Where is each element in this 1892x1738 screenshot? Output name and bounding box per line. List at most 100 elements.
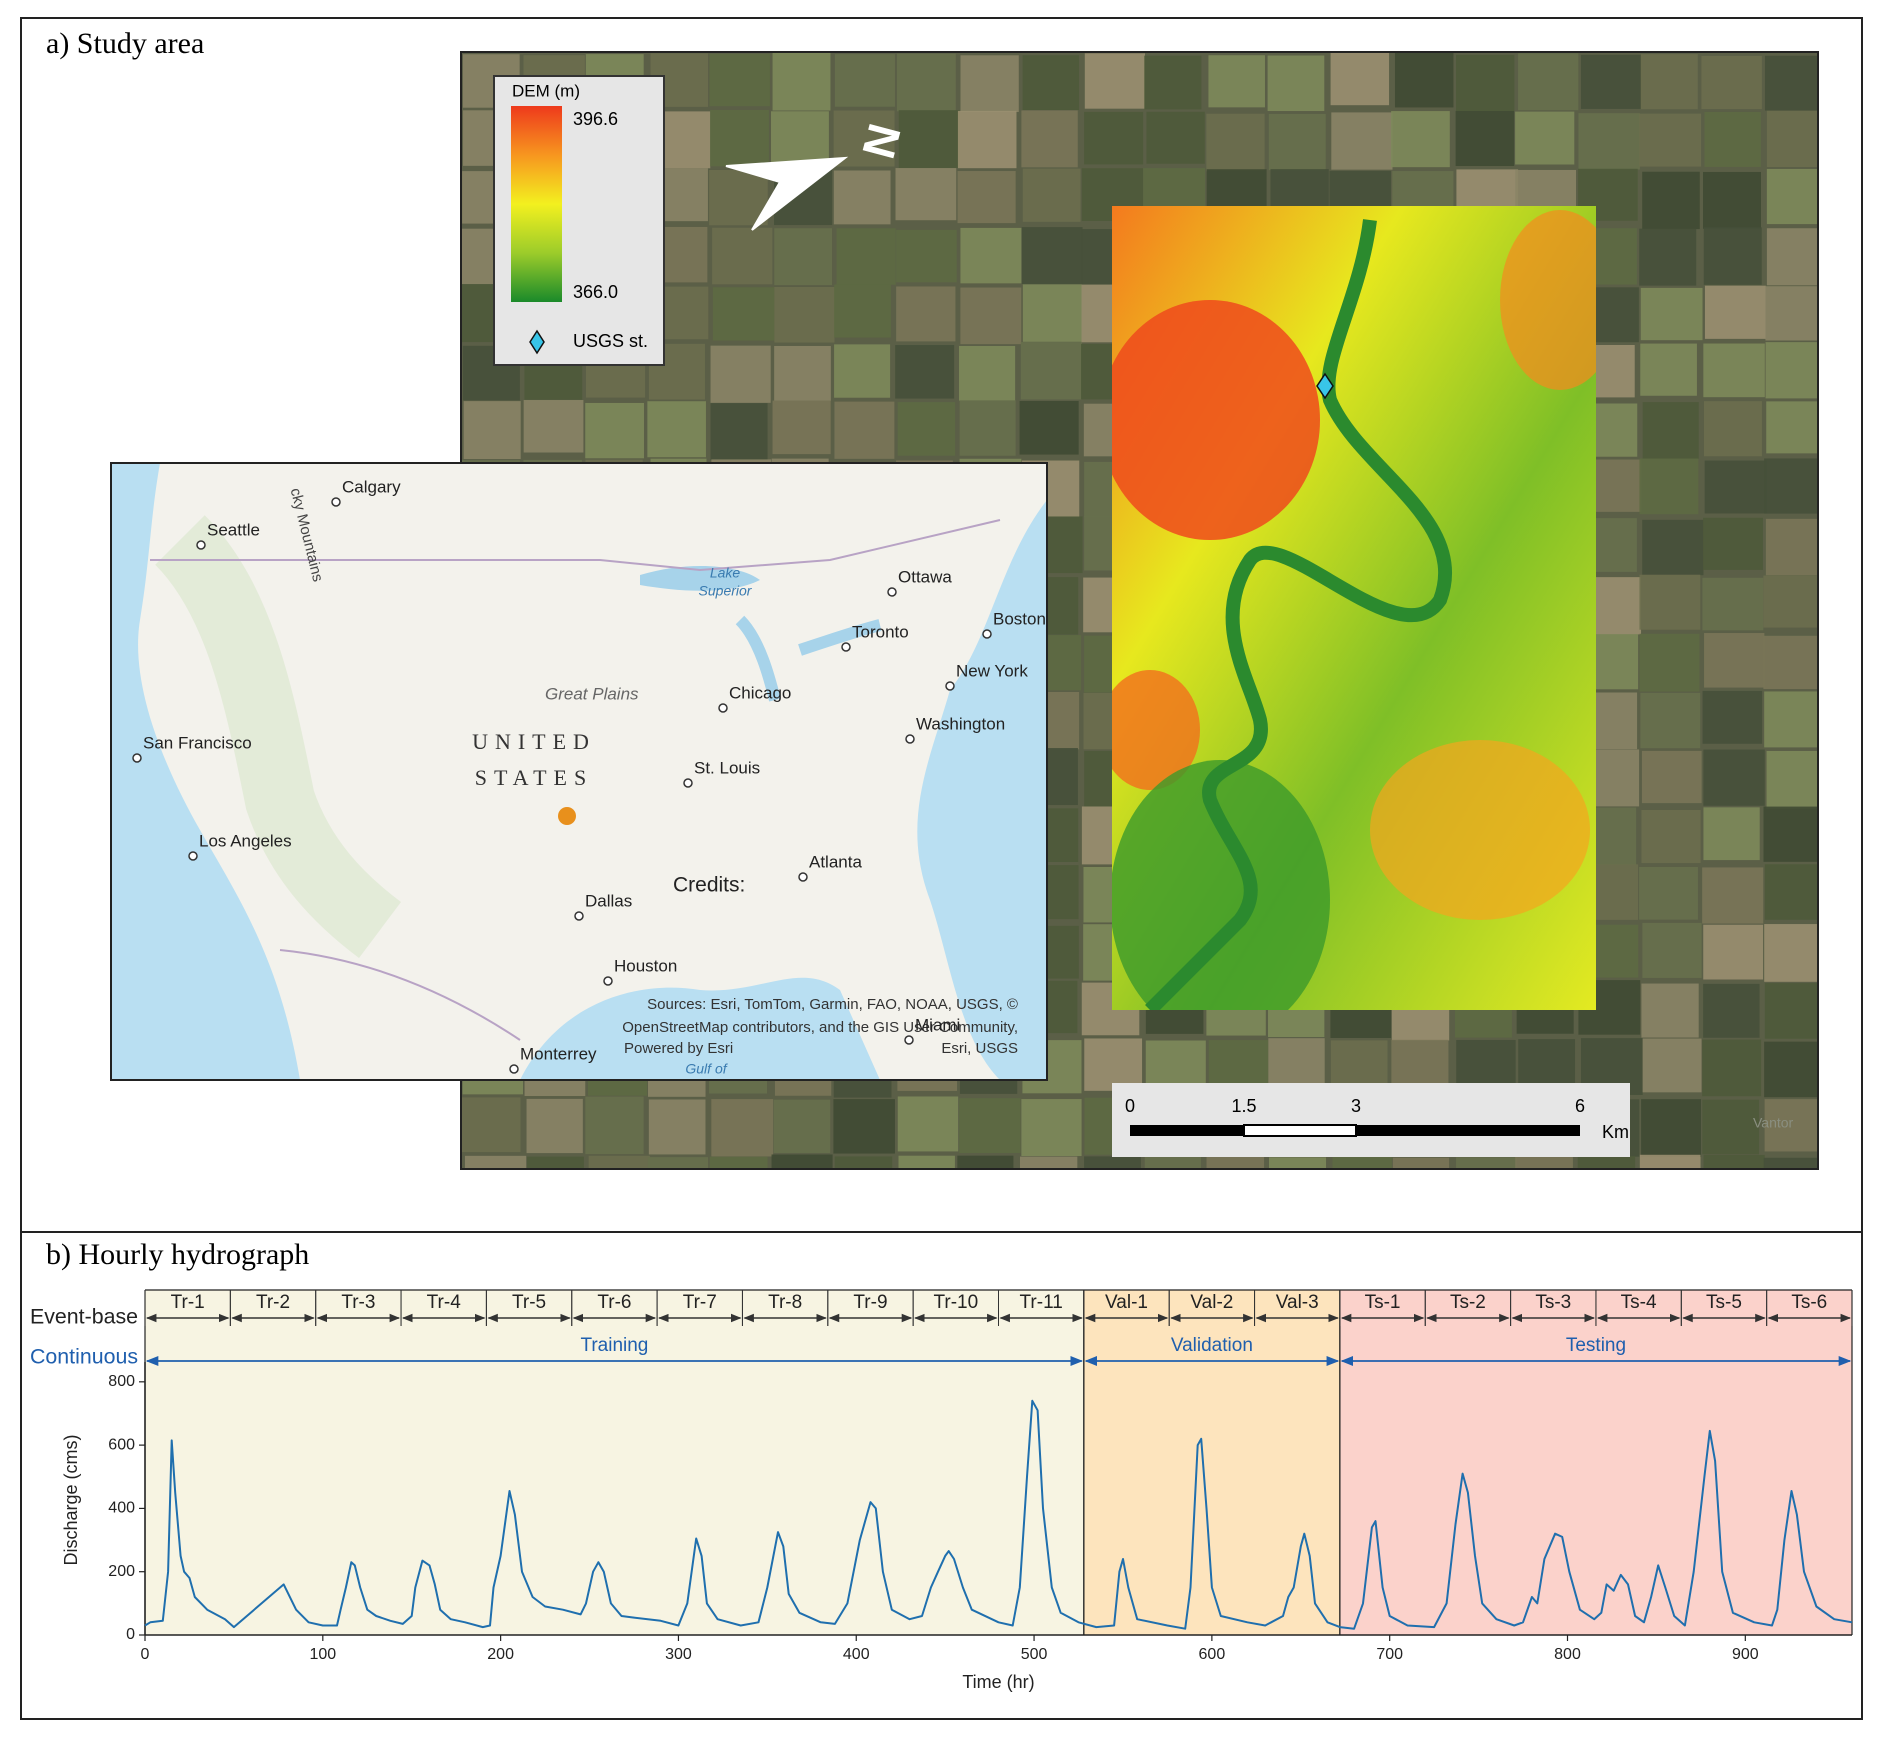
sources-line: Powered by Esri xyxy=(624,1040,733,1057)
field xyxy=(710,110,769,167)
field xyxy=(960,287,1022,345)
field xyxy=(774,228,833,286)
field xyxy=(1639,228,1697,286)
scale-unit: Km xyxy=(1602,1122,1629,1142)
field xyxy=(1641,1099,1702,1157)
border xyxy=(279,949,521,1041)
field xyxy=(585,1096,644,1155)
field xyxy=(1206,1156,1265,1169)
y-tick-label: 200 xyxy=(108,1563,135,1580)
dem-legend: DEM (m) 396.6 366.0 USGS st. xyxy=(493,75,665,366)
city-label: Miami xyxy=(915,1015,960,1034)
city-label: Atlanta xyxy=(809,852,862,871)
study-location xyxy=(558,807,576,825)
field xyxy=(709,53,770,107)
x-tick-label: 900 xyxy=(1732,1646,1759,1663)
river xyxy=(1145,219,1453,1010)
pacific xyxy=(111,463,300,1080)
field xyxy=(1022,168,1081,222)
event-label: Tr-3 xyxy=(341,1292,375,1313)
dem-high xyxy=(1500,210,1596,390)
field xyxy=(1022,55,1080,110)
field xyxy=(1703,401,1762,457)
hydrograph: Training Validation Testing Tr-1 Tr-2 Tr-3 Tr-… xyxy=(30,1289,1853,1692)
field xyxy=(773,1099,831,1153)
field xyxy=(1020,342,1082,400)
dem-map xyxy=(1112,206,1596,1010)
field xyxy=(1639,633,1700,692)
city-label: San Francisco xyxy=(143,733,252,752)
city-label: Ottawa xyxy=(898,567,952,586)
y-tick-label: 400 xyxy=(108,1500,135,1517)
event-label: Tr-1 xyxy=(171,1292,205,1313)
city-dot xyxy=(798,872,808,882)
field xyxy=(1642,922,1702,978)
field xyxy=(1580,54,1642,109)
field xyxy=(1703,227,1762,285)
field xyxy=(1702,867,1764,924)
x-axis-label: Time (hr) xyxy=(962,1672,1034,1692)
field xyxy=(895,168,957,221)
lake-label: Superior xyxy=(699,583,753,599)
field xyxy=(1642,519,1704,576)
field xyxy=(772,52,831,111)
field xyxy=(1084,111,1144,165)
city-label: Los Angeles xyxy=(199,831,292,850)
field xyxy=(959,400,1016,456)
legend-station-symbol xyxy=(529,329,545,355)
city-dot xyxy=(945,681,955,691)
x-tick-label: 0 xyxy=(141,1646,150,1663)
field xyxy=(1518,1039,1576,1092)
cities: Calgary Seattle Ottawa Toronto Boston New Yor… xyxy=(132,477,1046,1074)
field xyxy=(960,227,1022,284)
x-tick-label: 400 xyxy=(843,1646,870,1663)
inset-frame xyxy=(110,462,1048,1081)
field xyxy=(1639,113,1702,167)
field xyxy=(1764,691,1818,748)
field xyxy=(834,401,895,459)
field xyxy=(1084,1038,1143,1091)
event-label: Val-1 xyxy=(1105,1292,1148,1313)
event-label: Tr-7 xyxy=(683,1292,717,1313)
city-label: Calgary xyxy=(342,477,401,496)
event-label: Ts-3 xyxy=(1535,1292,1571,1313)
sources-line: Sources: Esri, TomTom, Garmin, FAO, NOAA… xyxy=(647,996,1018,1013)
y-axis-label: Discharge (cms) xyxy=(61,1434,81,1565)
field xyxy=(1577,1156,1636,1169)
field xyxy=(648,1099,706,1155)
field xyxy=(1146,111,1205,164)
field xyxy=(1144,55,1202,110)
dem-low xyxy=(1112,760,1330,1010)
field xyxy=(1144,1154,1201,1169)
city-dot xyxy=(603,976,613,986)
event-label: Ts-1 xyxy=(1365,1292,1401,1313)
field xyxy=(833,170,891,225)
event-label: Tr-10 xyxy=(933,1292,978,1313)
inset-map xyxy=(111,463,1047,1080)
field xyxy=(1703,343,1765,398)
legend-station-label: USGS st. xyxy=(573,331,648,351)
field xyxy=(1639,458,1699,515)
x-tick-label: 200 xyxy=(487,1646,514,1663)
field xyxy=(709,169,768,226)
field xyxy=(1703,1154,1765,1169)
field xyxy=(1703,749,1765,806)
great-lakes xyxy=(735,615,882,702)
field xyxy=(709,1156,768,1169)
discharge-line xyxy=(144,1399,1853,1630)
north-arrow-shape xyxy=(725,156,849,231)
field xyxy=(834,1156,893,1169)
field xyxy=(1764,458,1818,514)
city-dot xyxy=(132,753,142,763)
field xyxy=(1704,460,1767,514)
field xyxy=(1019,400,1079,455)
field xyxy=(1766,228,1818,286)
city-dot xyxy=(887,587,897,597)
field xyxy=(959,345,1016,401)
dem-high xyxy=(1112,670,1200,790)
field xyxy=(1515,1157,1573,1169)
field xyxy=(897,402,956,456)
event-label: Tr-11 xyxy=(1020,1292,1063,1313)
border xyxy=(150,519,1001,572)
field xyxy=(1641,809,1701,864)
